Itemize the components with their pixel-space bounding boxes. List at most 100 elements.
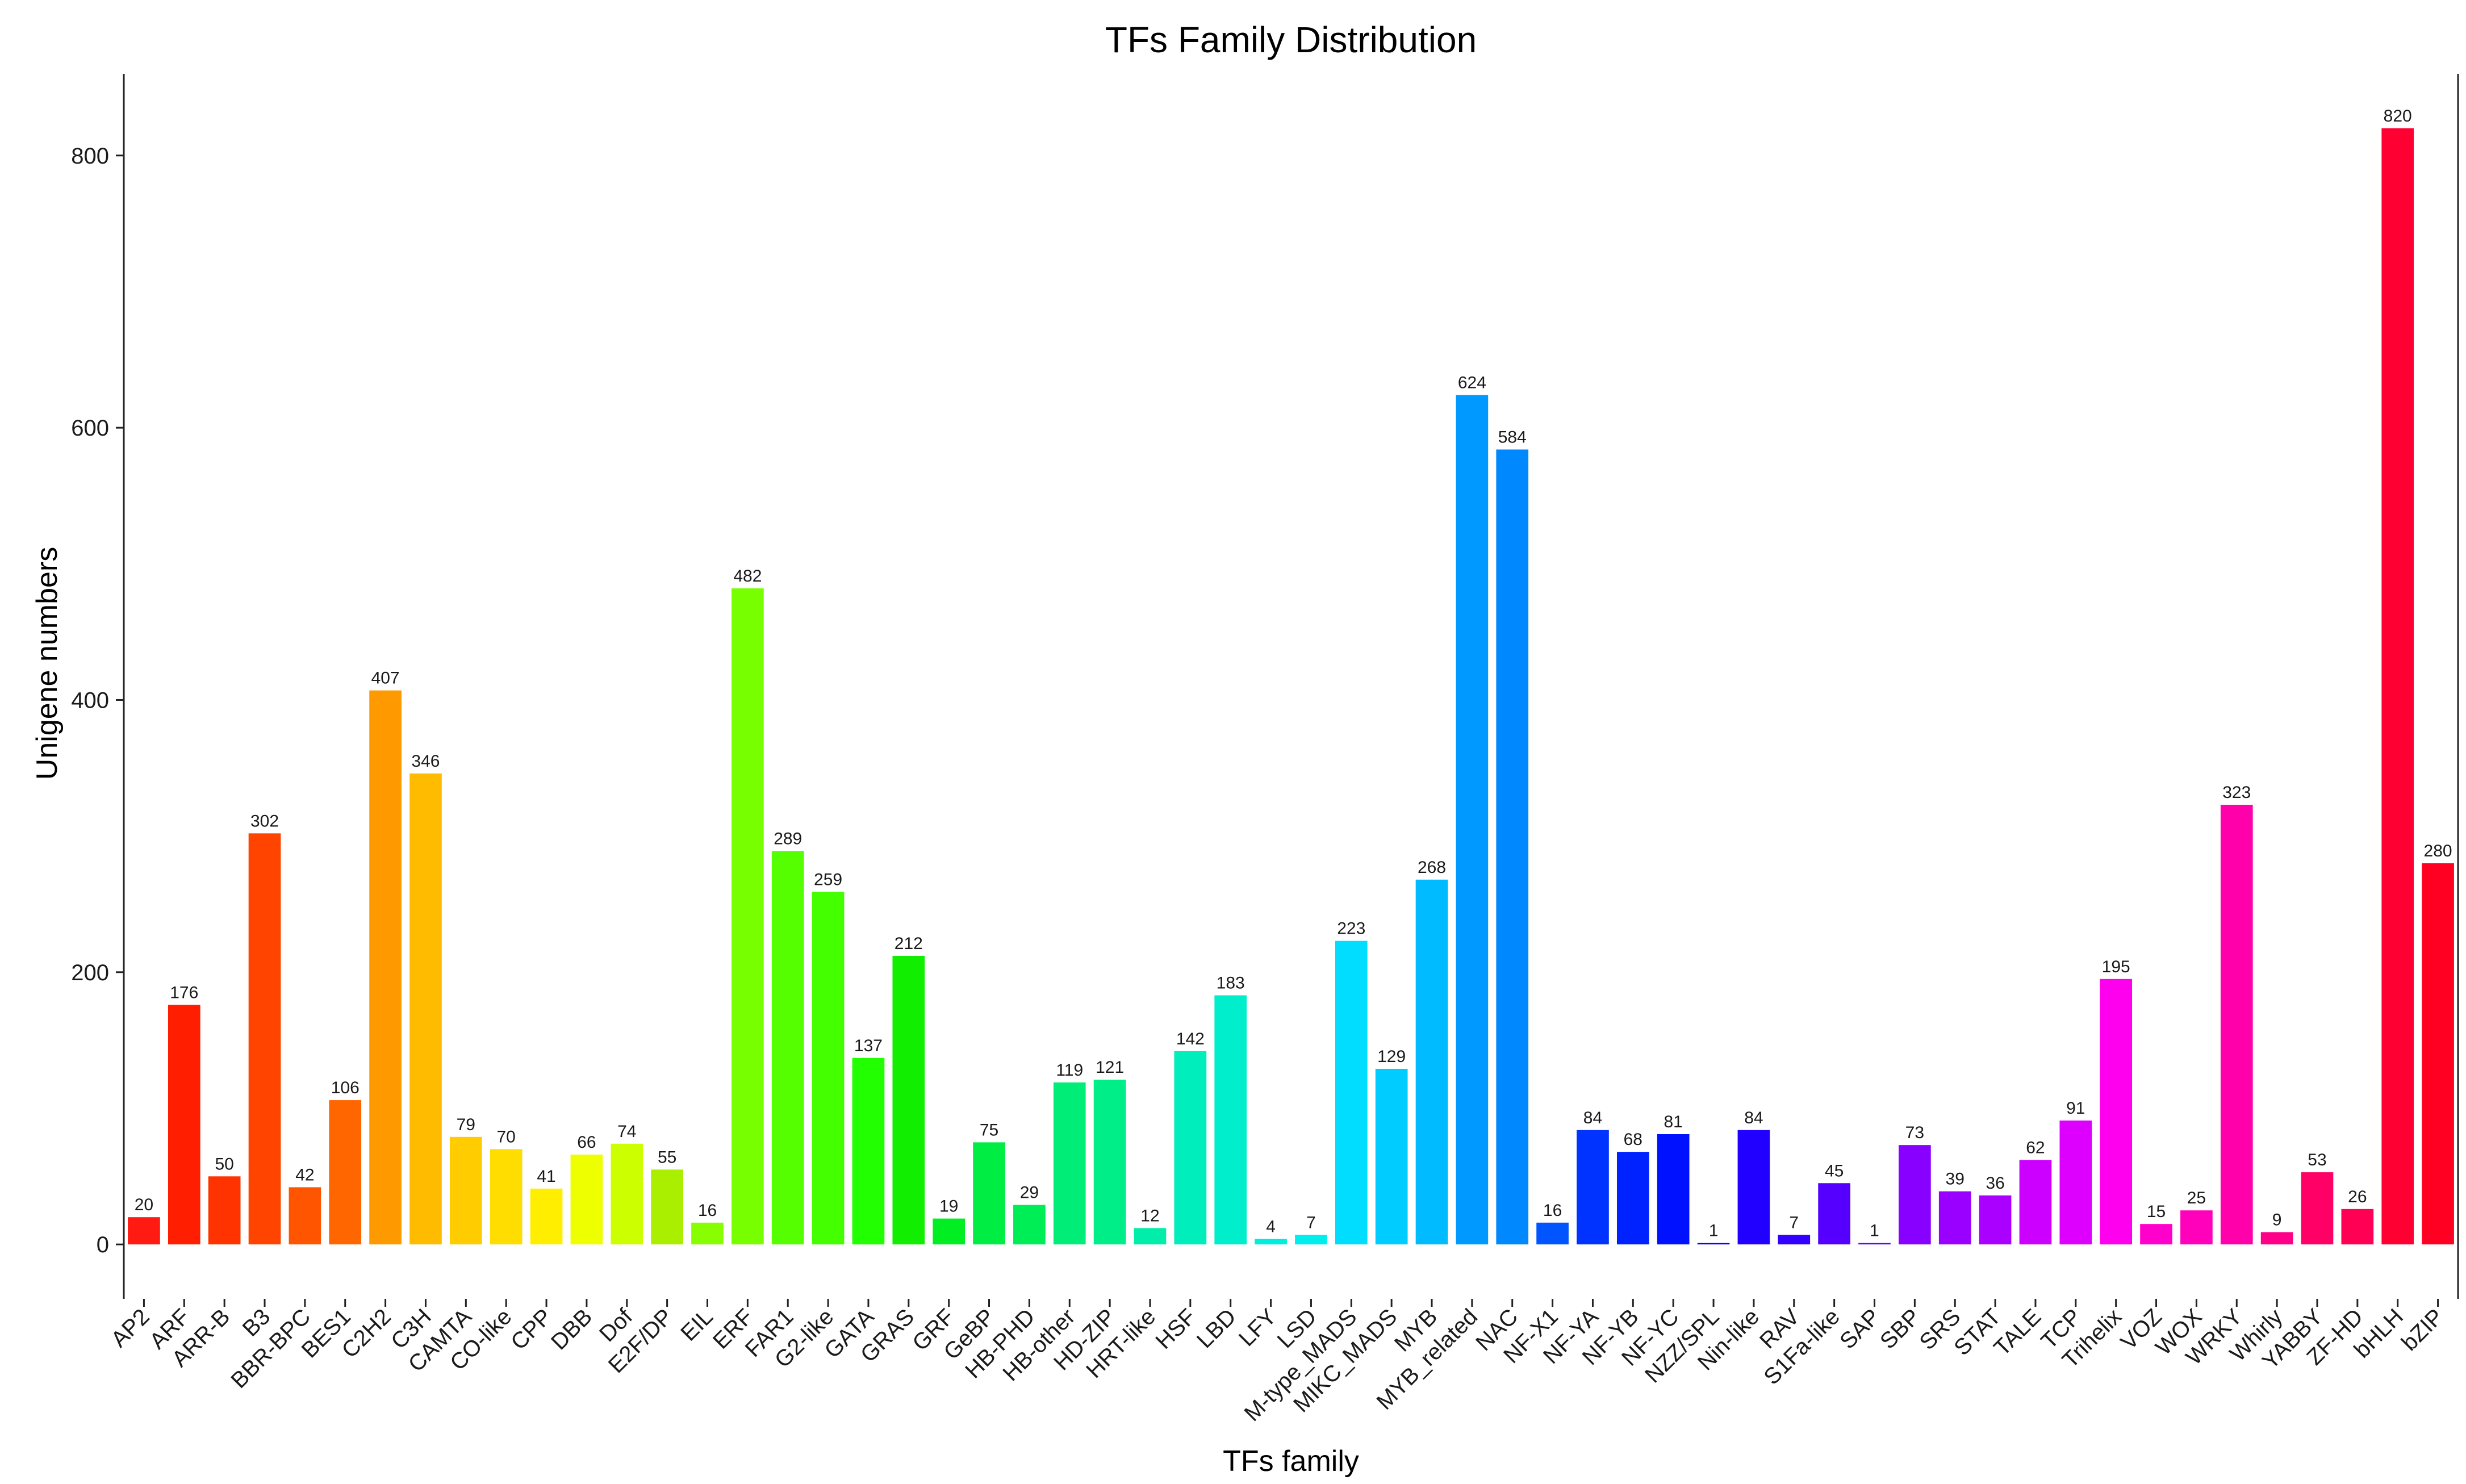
bar-value-label: 42 bbox=[295, 1165, 314, 1184]
bar bbox=[1818, 1183, 1850, 1245]
bar-value-label: 121 bbox=[1096, 1058, 1124, 1077]
bar-value-label: 12 bbox=[1140, 1206, 1159, 1225]
bar bbox=[812, 892, 845, 1245]
y-tick-label: 800 bbox=[71, 144, 109, 169]
bar-value-label: 176 bbox=[170, 983, 198, 1002]
bar bbox=[409, 773, 442, 1245]
bar bbox=[2019, 1160, 2052, 1245]
bar-value-label: 81 bbox=[1664, 1113, 1683, 1131]
x-tick-label: HSF bbox=[1151, 1304, 1201, 1354]
bar bbox=[2220, 805, 2253, 1245]
bar bbox=[168, 1005, 200, 1245]
bar-value-label: 29 bbox=[1020, 1184, 1039, 1202]
chart-title: TFs Family Distribution bbox=[1105, 19, 1477, 60]
x-tick-label: bZIP bbox=[2397, 1304, 2448, 1356]
bar-value-label: 624 bbox=[1458, 374, 1486, 392]
bar bbox=[2140, 1224, 2172, 1245]
bar-value-label: 142 bbox=[1176, 1030, 1205, 1048]
bar bbox=[2180, 1210, 2213, 1245]
bar bbox=[1938, 1191, 1971, 1245]
bar-value-label: 50 bbox=[215, 1155, 233, 1173]
bar bbox=[1778, 1235, 1811, 1245]
x-tick-label: LFY bbox=[1234, 1304, 1281, 1351]
bar bbox=[1657, 1134, 1690, 1245]
bar bbox=[1053, 1082, 1086, 1245]
bar-value-label: 19 bbox=[939, 1197, 958, 1216]
x-tick-label: STAT bbox=[1949, 1304, 2005, 1360]
bar-value-label: 1 bbox=[1709, 1222, 1719, 1240]
bar bbox=[128, 1217, 160, 1245]
y-tick-label: 400 bbox=[71, 688, 109, 713]
bar bbox=[449, 1136, 482, 1245]
x-axis-title: TFs family bbox=[1223, 1445, 1359, 1478]
bar-value-label: 4 bbox=[1266, 1218, 1276, 1236]
bar bbox=[1375, 1068, 1408, 1245]
bar-value-label: 584 bbox=[1498, 428, 1527, 446]
bar-value-label: 9 bbox=[2272, 1211, 2282, 1230]
bar-value-label: 195 bbox=[2102, 958, 2130, 976]
bar-value-label: 407 bbox=[371, 669, 400, 688]
bar-value-label: 280 bbox=[2424, 842, 2452, 860]
bar-value-label: 25 bbox=[2187, 1189, 2206, 1207]
bar-value-label: 36 bbox=[1986, 1174, 2004, 1193]
bar bbox=[1858, 1243, 1891, 1245]
bar bbox=[329, 1100, 362, 1245]
bar bbox=[1536, 1222, 1569, 1245]
bar-value-label: 15 bbox=[2147, 1202, 2166, 1221]
bar-value-label: 75 bbox=[980, 1121, 998, 1139]
bar bbox=[289, 1187, 321, 1245]
bar bbox=[1093, 1080, 1126, 1245]
bar-value-label: 289 bbox=[774, 829, 802, 848]
bar-value-label: 16 bbox=[1543, 1201, 1562, 1220]
bar bbox=[1979, 1195, 2012, 1245]
bar-value-label: 1 bbox=[1870, 1222, 1879, 1240]
bar bbox=[1335, 940, 1368, 1245]
bar-value-label: 268 bbox=[1418, 858, 1446, 877]
bar bbox=[1697, 1243, 1730, 1245]
bar-value-label: 346 bbox=[411, 752, 440, 771]
bar bbox=[2059, 1121, 2092, 1245]
bar bbox=[369, 690, 402, 1245]
bar bbox=[1456, 395, 1489, 1245]
bar-value-label: 55 bbox=[658, 1148, 676, 1167]
bar-value-label: 84 bbox=[1744, 1109, 1763, 1127]
bar-value-label: 119 bbox=[1056, 1061, 1083, 1080]
bar bbox=[490, 1149, 523, 1245]
bar bbox=[1255, 1239, 1287, 1245]
bar bbox=[771, 851, 804, 1245]
bar bbox=[1737, 1130, 1770, 1245]
bar bbox=[1616, 1152, 1649, 1245]
x-tick-label: SAP bbox=[1835, 1304, 1885, 1354]
bar bbox=[2260, 1232, 2293, 1245]
bar bbox=[852, 1057, 885, 1245]
bar bbox=[611, 1143, 643, 1245]
bar-value-label: 74 bbox=[617, 1122, 636, 1141]
bar-value-label: 91 bbox=[2066, 1099, 2085, 1118]
bar bbox=[570, 1154, 603, 1245]
bar-value-label: 62 bbox=[2026, 1139, 2045, 1157]
bar-value-label: 84 bbox=[1583, 1109, 1602, 1127]
x-tick-label: CPP bbox=[506, 1304, 557, 1355]
bar-value-label: 16 bbox=[698, 1201, 717, 1220]
bar-value-label: 223 bbox=[1337, 919, 1365, 938]
bar-value-label: 41 bbox=[537, 1167, 555, 1186]
bar bbox=[2100, 979, 2133, 1245]
bar-value-label: 79 bbox=[457, 1115, 475, 1134]
bar bbox=[2341, 1209, 2374, 1245]
chart-axes: 0 200 400 600 800 bbox=[71, 74, 2459, 1307]
bar bbox=[1134, 1228, 1167, 1245]
bar-value-label: 212 bbox=[895, 934, 923, 953]
bar-value-label: 323 bbox=[2222, 783, 2251, 802]
bar bbox=[651, 1169, 683, 1245]
x-tick-label: DBB bbox=[546, 1304, 597, 1355]
bar bbox=[1174, 1051, 1207, 1245]
bar bbox=[2301, 1172, 2334, 1245]
bar bbox=[2422, 863, 2454, 1245]
x-tick-label: LBD bbox=[1192, 1304, 1241, 1353]
data-labels: 2017650302421064073467970416674551648228… bbox=[135, 107, 2452, 1240]
y-tick-label: 200 bbox=[71, 960, 109, 985]
bar bbox=[973, 1142, 1005, 1245]
bar bbox=[530, 1188, 563, 1245]
